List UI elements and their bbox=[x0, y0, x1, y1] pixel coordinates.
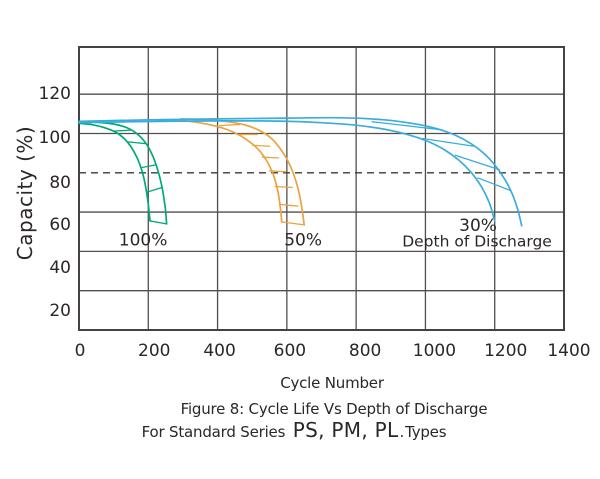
annotation-layer: 100% 50% 30%Depth of Discharge bbox=[119, 216, 552, 251]
x-tick-600: 600 bbox=[274, 341, 306, 361]
curve-30-depth-of-discharge-lower-bound bbox=[78, 119, 496, 222]
hatch-30%-0 bbox=[371, 121, 443, 131]
curve-50-depth-of-discharge-lower-bound bbox=[172, 118, 283, 223]
series-caption-prefix: For Standard Series bbox=[142, 423, 290, 441]
y-tick-60: 60 bbox=[49, 215, 71, 235]
hatch-50%-0 bbox=[219, 123, 241, 127]
figure-series-caption: For Standard Series PS, PM, PL.Types bbox=[142, 418, 447, 442]
hatch-50%-6 bbox=[278, 203, 299, 207]
x-tick-800: 800 bbox=[349, 341, 381, 361]
curve-layer bbox=[78, 116, 523, 227]
y-tick-20: 20 bbox=[49, 301, 71, 321]
hatch-100%-3 bbox=[146, 186, 163, 194]
hatch-100%-1 bbox=[126, 141, 147, 145]
y-tick-40: 40 bbox=[49, 258, 71, 278]
hatch-100%-2 bbox=[139, 164, 157, 169]
series-caption-dot: . bbox=[399, 423, 404, 441]
hatch-30%-1 bbox=[421, 137, 475, 147]
y-tick-120: 120 bbox=[39, 84, 71, 104]
curve-100-depth-of-discharge-upper-bound bbox=[78, 120, 168, 225]
y-axis-title: Capacity (%) bbox=[13, 126, 37, 260]
curve-100-depth-of-discharge-lower-bound bbox=[78, 122, 151, 222]
y-tick-100: 100 bbox=[39, 128, 71, 148]
annotation-30-: 30% bbox=[459, 216, 497, 236]
tick-layer: 0 200 400 600 800 1000 1200 1400 120 100 80 60 40 20 bbox=[39, 84, 591, 361]
grid-layer bbox=[78, 46, 565, 331]
hatch-50%-5 bbox=[274, 185, 293, 189]
annotation-100-: 100% bbox=[119, 231, 168, 251]
plot-frame bbox=[78, 46, 565, 331]
figure-caption: Figure 8: Cycle Life Vs Depth of Dischar… bbox=[181, 400, 488, 418]
x-axis-title: Cycle Number bbox=[280, 374, 385, 392]
hatch-100%-0 bbox=[112, 129, 131, 132]
hatch-100%-4 bbox=[149, 220, 167, 225]
series-caption-suffix: Types bbox=[404, 423, 447, 441]
x-tick-200: 200 bbox=[138, 341, 170, 361]
y-tick-80: 80 bbox=[49, 173, 71, 193]
series-caption-models: PS, PM, PL bbox=[293, 418, 399, 442]
x-tick-400: 400 bbox=[203, 341, 235, 361]
x-tick-0: 0 bbox=[75, 341, 86, 361]
hatch-30%-3 bbox=[477, 177, 511, 192]
x-tick-1000: 1000 bbox=[413, 341, 456, 361]
curve-30-depth-of-discharge-upper-bound bbox=[78, 116, 523, 227]
annotation-depth-of-discharge: Depth of Discharge bbox=[402, 233, 552, 251]
hatch-30%-2 bbox=[454, 154, 501, 171]
x-tick-1400: 1400 bbox=[547, 341, 590, 361]
hatch-50%-7 bbox=[281, 221, 305, 226]
x-tick-1200: 1200 bbox=[484, 341, 527, 361]
annotation-50-: 50% bbox=[284, 231, 322, 251]
